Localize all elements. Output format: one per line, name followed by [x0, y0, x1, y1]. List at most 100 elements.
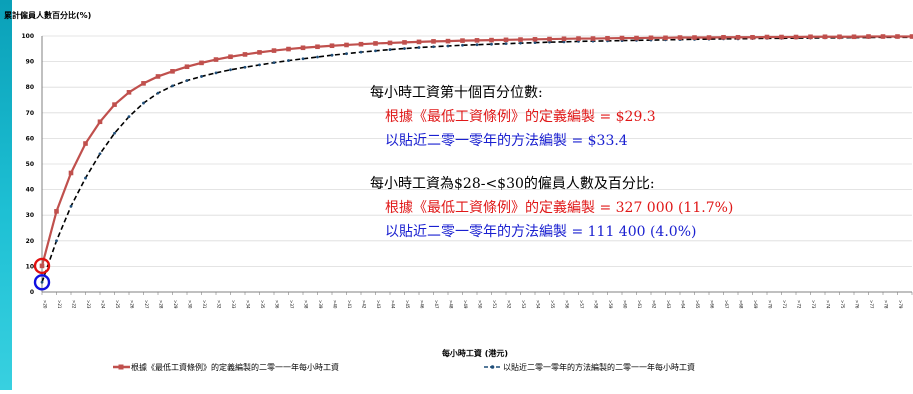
p10-heading: 每小時工資第十個百分位數: [370, 84, 543, 101]
y-axis-label: 累計僱員人數百分比(%) [4, 10, 91, 20]
p10-line-2010-method: 以貼近二零一零年的方法編製 = $33.4 [385, 133, 628, 149]
series-statutory-point [199, 61, 204, 66]
x-tick-label: >65 [695, 300, 700, 309]
series-2010-point [418, 46, 421, 49]
series-2010-point [186, 79, 189, 82]
x-tick-label: >23 [86, 300, 91, 309]
series-2010-point [505, 42, 508, 45]
annotation-block: 每小時工資第十個百分位數: 根據《最低工資條例》的定義編製 = $29.3 以貼… [370, 84, 733, 240]
legend-label-statutory: 根據《最低工資條例》的定義編製的二零一一年每小時工資 [131, 362, 339, 372]
series-statutory-point [736, 35, 741, 40]
x-tick-label: >45 [405, 300, 410, 309]
series-2010-point [70, 205, 73, 208]
series-2010-point [490, 43, 493, 46]
x-tick-label: >62 [652, 300, 657, 309]
x-tick-label: >46 [420, 300, 425, 309]
x-tick-label: >76 [855, 300, 860, 309]
series-statutory-point [257, 50, 262, 55]
legend-swatch-statutory-marker [119, 365, 124, 370]
series-2010-point [302, 57, 305, 60]
x-tick-label: >58 [594, 300, 599, 309]
series-statutory-point [301, 45, 306, 50]
x-tick-label: >39 [318, 300, 323, 309]
series-statutory-point [649, 35, 654, 40]
y-tick-label: 100 [21, 33, 34, 40]
x-tick-label: >40 [333, 300, 338, 309]
y-tick-label: 90 [26, 59, 34, 66]
series-statutory-point [707, 35, 712, 40]
series-statutory-point [431, 39, 436, 44]
series-2010-point [316, 56, 319, 59]
series-statutory-point [750, 35, 755, 40]
x-tick-label: >37 [289, 300, 294, 309]
series-2010-point [389, 48, 392, 51]
y-tick-label: 70 [26, 110, 34, 117]
x-tick-label: >69 [753, 300, 758, 309]
x-tick-label: >70 [768, 300, 773, 309]
series-statutory-point [185, 64, 190, 69]
x-tick-label: >79 [898, 300, 903, 309]
x-tick-label: >68 [739, 300, 744, 309]
series-statutory-point [170, 69, 175, 74]
x-tick-label: >41 [347, 300, 352, 309]
count-line-2010-method: 以貼近二零一零年的方法編製 = 111 400 (4.0%) [385, 224, 696, 240]
series-2010-point [476, 43, 479, 46]
legend-swatch-2010-marker [491, 365, 495, 369]
series-2010-point [287, 59, 290, 62]
x-tick-label: >59 [608, 300, 613, 309]
x-tick-label: >50 [478, 300, 483, 309]
y-tick-label: 30 [26, 212, 34, 219]
series-2010-point [128, 115, 131, 118]
series-statutory-point [881, 34, 886, 39]
x-tick-label: >66 [710, 300, 715, 309]
series-2010-point [331, 54, 334, 57]
x-tick-label: >42 [362, 300, 367, 309]
series-statutory-point [83, 141, 88, 146]
series-2010-point [142, 102, 145, 105]
series-statutory-point [373, 41, 378, 46]
series-2010-point [244, 66, 247, 69]
series-statutory-point [228, 54, 233, 59]
series-statutory-point [475, 38, 480, 43]
series-statutory-point [460, 38, 465, 43]
series-statutory-point [359, 42, 364, 47]
p10-line-statutory: 根據《最低工資條例》的定義編製 = $29.3 [385, 108, 656, 125]
series-statutory-point [837, 34, 842, 39]
x-tick-label: >72 [797, 300, 802, 309]
series-statutory-point [504, 38, 509, 43]
series-statutory-point [286, 47, 291, 52]
series-statutory-point [446, 39, 451, 44]
x-tick-label: >30 [188, 300, 193, 309]
series-statutory-point [866, 34, 871, 39]
series-2010-point [345, 52, 348, 55]
series-statutory-point [663, 35, 668, 40]
y-tick-label: 40 [26, 187, 34, 194]
series-statutory-point [823, 34, 828, 39]
x-tick-label: >54 [536, 300, 541, 309]
series-2010-point [229, 68, 232, 71]
x-tick-label: >71 [782, 300, 787, 309]
series-2010-point [374, 49, 377, 52]
x-tick-label: >38 [304, 300, 309, 309]
x-tick-label: >33 [231, 300, 236, 309]
legend-label-2010-method: 以貼近二零一零年的方法編製的二零一一年每小時工資 [503, 362, 695, 372]
series-statutory-point [417, 40, 422, 45]
legend-item-statutory: 根據《最低工資條例》的定義編製的二零一一年每小時工資 [113, 362, 339, 372]
series-2010-point [41, 281, 44, 284]
series-2010-point [534, 41, 537, 44]
series-statutory-point [344, 43, 349, 48]
x-tick-label: >43 [376, 300, 381, 309]
x-tick-label: >57 [579, 300, 584, 309]
series-statutory-point [591, 36, 596, 41]
series-2010-point [360, 51, 363, 54]
y-tick-label: 60 [26, 135, 34, 142]
series-statutory-point [576, 36, 581, 41]
x-tick-label: >48 [449, 300, 454, 309]
series-2010-point [171, 85, 174, 88]
series-statutory-point [779, 35, 784, 40]
x-tick-label: >47 [434, 300, 439, 309]
x-tick-label: >75 [840, 300, 845, 309]
series-statutory-point [272, 48, 277, 53]
